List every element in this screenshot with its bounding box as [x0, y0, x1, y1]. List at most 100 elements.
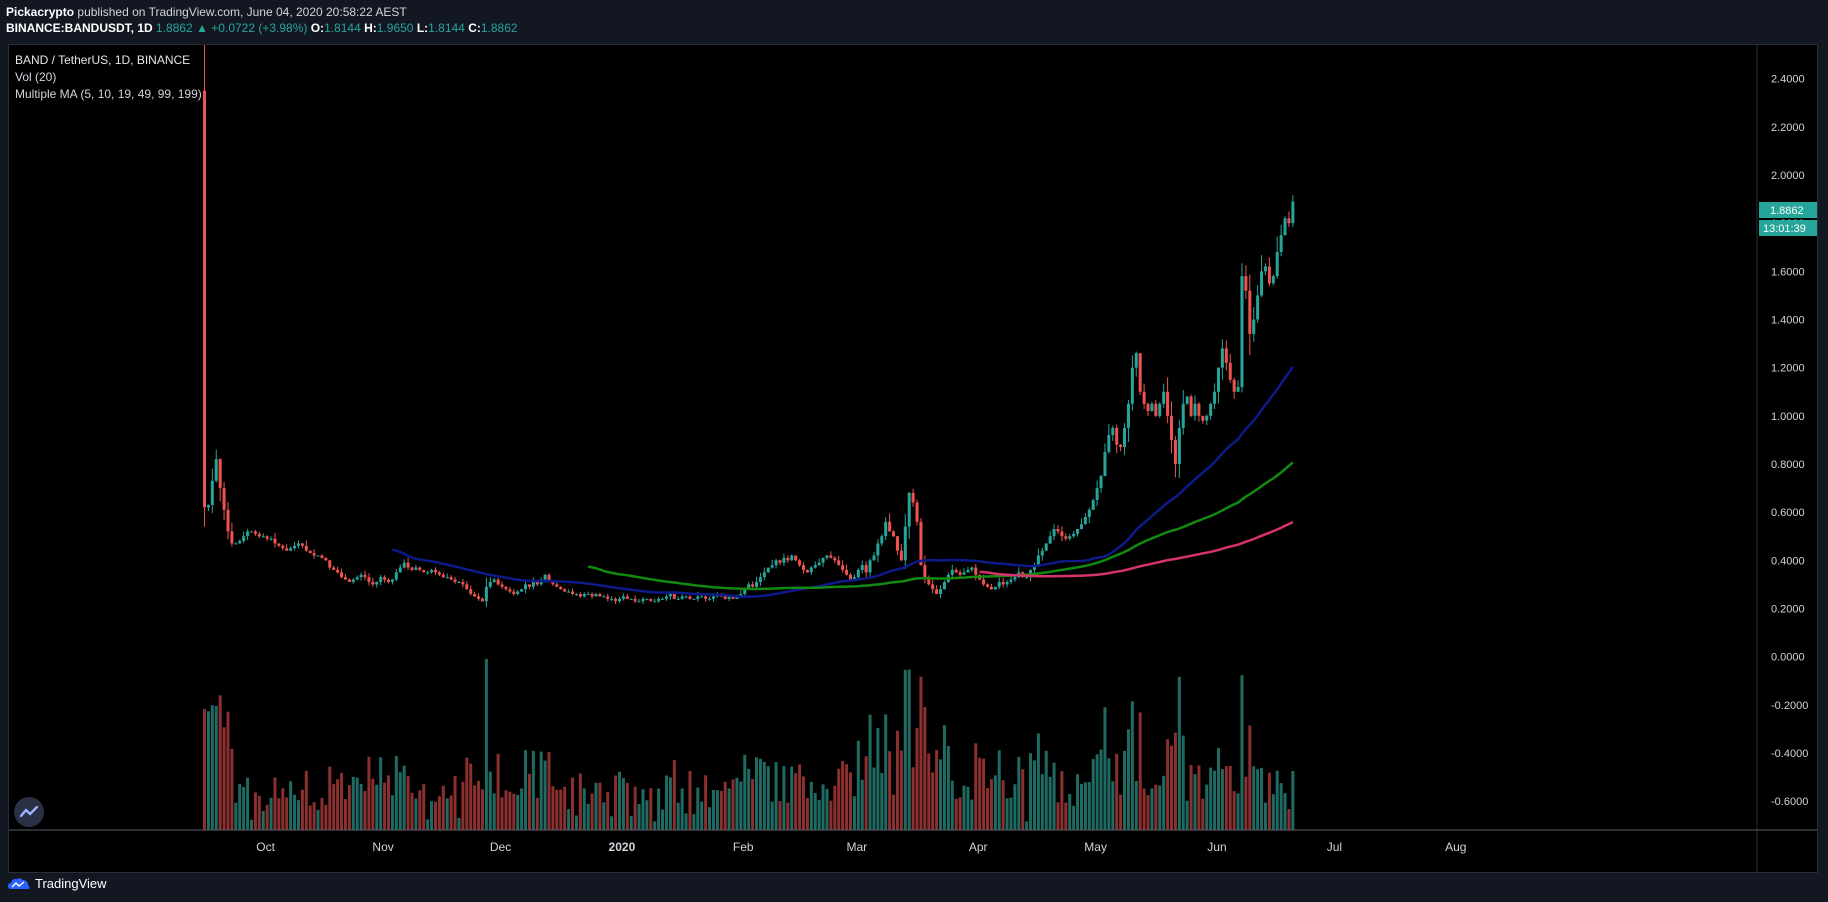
candle-body	[1236, 386, 1240, 392]
candle-body	[915, 502, 919, 522]
candle-body	[1263, 266, 1267, 272]
volume-bar	[1158, 785, 1162, 830]
volume-bar	[876, 728, 880, 830]
candle-body	[1275, 252, 1279, 277]
volume-bar	[700, 801, 704, 830]
candle-body	[480, 598, 484, 602]
chart-area[interactable]: 2.40002.20002.00001.80001.60001.40001.20…	[8, 0, 1818, 873]
candle-body	[653, 601, 657, 603]
candle-body	[1134, 353, 1138, 368]
volume-bar	[1189, 765, 1193, 830]
candle-body	[680, 596, 684, 599]
candle-body	[296, 543, 300, 546]
candle-body	[343, 577, 347, 580]
volume-bar	[414, 798, 418, 830]
y-tick-label: 1.6000	[1771, 266, 1805, 278]
candle-body	[606, 596, 610, 599]
candle-body	[817, 562, 821, 566]
volume-bar	[1173, 732, 1177, 830]
candle-body	[273, 538, 277, 544]
volume-bar	[1099, 749, 1103, 830]
candle-body	[935, 589, 939, 595]
volume-bar	[794, 773, 798, 830]
candle-body	[355, 577, 359, 580]
candle-body	[1216, 367, 1220, 392]
volume-bar	[1216, 748, 1220, 830]
volume-bar	[328, 766, 332, 830]
volume-bar	[942, 725, 946, 830]
candle-body	[567, 591, 571, 593]
volume-bar	[637, 803, 641, 830]
candle-body	[919, 521, 923, 566]
tradingview-logo-button[interactable]	[14, 797, 44, 827]
candle-body	[852, 577, 856, 580]
volume-bar	[574, 815, 578, 830]
y-tick-label: 2.0000	[1771, 170, 1805, 182]
candle-body	[876, 543, 880, 556]
candle-body	[383, 577, 387, 580]
volume-bar	[1060, 771, 1064, 830]
volume-bar	[892, 794, 896, 830]
volume-bar	[950, 780, 954, 830]
candle-body	[614, 598, 618, 602]
candle-body	[484, 586, 488, 602]
volume-bar	[931, 772, 935, 830]
candle-body	[1115, 427, 1119, 445]
volume-bar	[465, 757, 469, 830]
candle-body	[1209, 403, 1213, 416]
candle-body	[649, 598, 653, 602]
legend-title[interactable]: BAND / TetherUS, 1D, BINANCE	[15, 53, 191, 67]
volume-bar	[551, 786, 555, 830]
candle-body	[414, 567, 418, 570]
volume-bar	[1263, 802, 1267, 830]
candle-body	[856, 569, 860, 578]
y-tick-label: 0.6000	[1771, 507, 1805, 519]
volume-bar	[1095, 754, 1099, 830]
volume-bars	[203, 658, 1295, 830]
time-axis[interactable]: Oct Nov Dec 2020 Feb Mar Apr May Jun Jul Aug	[256, 840, 1466, 854]
author-name[interactable]: Pickacrypto	[6, 5, 75, 19]
legend-moving-average[interactable]: Multiple MA (5, 10, 19, 49, 99, 199)	[15, 87, 202, 101]
volume-bar	[798, 764, 802, 830]
x-tick-label: Jun	[1207, 840, 1226, 854]
volume-bar	[1021, 769, 1025, 830]
candle-body	[320, 555, 324, 558]
price-axis[interactable]: 2.40002.20002.00001.80001.60001.40001.20…	[1771, 74, 1808, 808]
candle-body	[379, 577, 383, 582]
volume-bar	[1185, 800, 1189, 830]
volume-bar	[1119, 794, 1123, 830]
volume-bar	[614, 775, 618, 830]
volume-bar	[935, 749, 939, 830]
volume-bar	[1005, 798, 1009, 830]
candle-body	[950, 569, 954, 575]
volume-bar	[1130, 701, 1134, 830]
candle-body	[1076, 529, 1080, 534]
ma-49-line	[392, 366, 1294, 598]
candle-body	[571, 591, 575, 595]
volume-bar	[316, 809, 320, 830]
volume-bar	[1123, 750, 1127, 830]
candle-body	[375, 581, 379, 585]
volume-bar	[919, 676, 923, 830]
candle-body	[633, 598, 637, 602]
volume-bar	[625, 782, 629, 830]
volume-bar	[457, 818, 461, 830]
candle-body	[794, 555, 798, 561]
volume-bar	[1232, 791, 1236, 830]
volume-bar	[786, 802, 790, 830]
y-tick-label: 0.0000	[1771, 652, 1805, 664]
footer-brand[interactable]: TradingView	[8, 876, 107, 891]
candle-body	[1150, 403, 1154, 412]
volume-bar	[664, 775, 668, 830]
legend-volume[interactable]: Vol (20)	[15, 70, 57, 84]
price-chart[interactable]: 2.40002.20002.00001.80001.60001.40001.20…	[9, 0, 1817, 872]
candle-body	[731, 596, 735, 599]
candle-body	[203, 90, 206, 508]
volume-bar	[755, 757, 759, 830]
candle-body	[825, 555, 829, 558]
close-value: 1.8862	[480, 21, 518, 35]
y-tick-label: 0.2000	[1771, 603, 1805, 615]
volume-bar	[978, 757, 982, 830]
volume-bar	[406, 776, 410, 830]
volume-bar	[308, 805, 312, 830]
